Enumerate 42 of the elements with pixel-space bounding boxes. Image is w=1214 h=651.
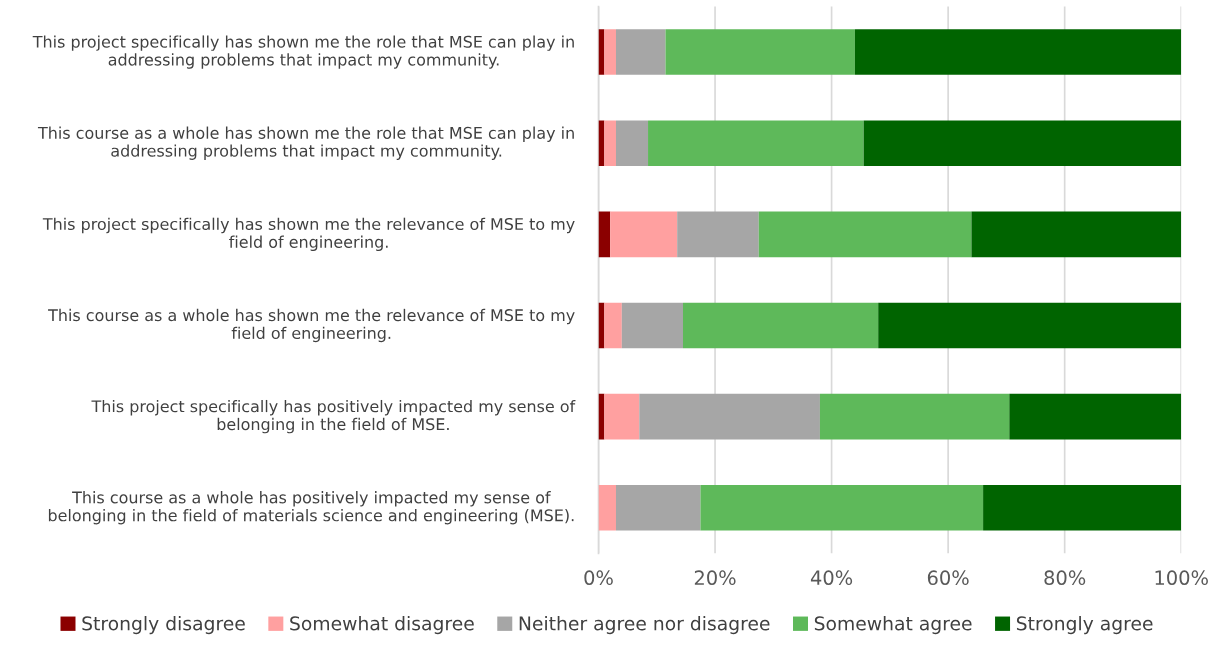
- bar: [700, 484, 984, 531]
- y-tick-label: This project specifically has shown me the relevance of MSE to my field of engineering.: [42, 217, 575, 252]
- bar: [878, 302, 1182, 349]
- y-tick-label: This course as a whole has shown me the role that MSE can play in addressing problems that impact my community.: [37, 126, 574, 160]
- bar: [758, 211, 972, 258]
- bar: [648, 120, 864, 167]
- x-tick-label: 80%: [1044, 570, 1086, 586]
- legend-label: Neither agree nor disagree: [519, 615, 770, 635]
- bar: [854, 29, 1182, 75]
- bar: [615, 29, 666, 75]
- bar: [604, 302, 622, 349]
- legend-label: Somewhat disagree: [290, 615, 474, 635]
- bar: [610, 211, 678, 258]
- bar: [615, 120, 649, 167]
- bar: [639, 393, 820, 440]
- x-tick-label: 20%: [694, 570, 736, 586]
- bar: [677, 211, 759, 258]
- bar: [665, 29, 855, 75]
- bar: [819, 393, 1010, 440]
- legend-label: Strongly agree: [1016, 615, 1153, 635]
- y-tick-label: This course as a whole has shown me the relevance of MSE to my field of engineering.: [48, 308, 575, 343]
- legend-label: Strongly disagree: [82, 615, 245, 635]
- bar: [983, 484, 1182, 531]
- bar: [598, 484, 616, 531]
- bar: [604, 393, 640, 440]
- bar: [615, 484, 701, 531]
- legend-label: Somewhat agree: [814, 615, 972, 635]
- x-tick-label: 100%: [1155, 570, 1208, 586]
- y-tick-label: This project specifically has shown me the role that MSE can play in addressing problems that impact my community.: [32, 35, 574, 69]
- bar: [604, 120, 616, 167]
- bar: [863, 120, 1182, 167]
- x-tick-label: 40%: [810, 570, 853, 586]
- bar: [604, 29, 616, 75]
- bar: [598, 211, 611, 258]
- bar: [621, 302, 683, 349]
- x-tick-label: 0%: [584, 570, 613, 586]
- bar: [683, 302, 879, 349]
- bar: [1009, 393, 1182, 440]
- bar: [971, 211, 1182, 258]
- x-tick-label: 60%: [927, 570, 969, 586]
- y-tick-label: This course as a whole has positively impacted my sense of belonging in the field of materials science and engineering (MSE).: [48, 491, 574, 525]
- y-tick-label: This project specifically has positively impacted my sense of belonging in the field of MSE.: [91, 399, 576, 434]
